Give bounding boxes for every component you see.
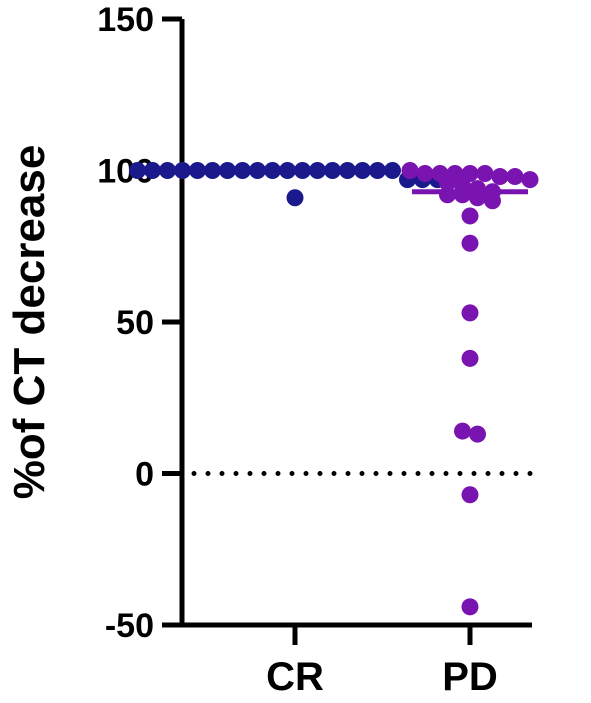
data-point-pd	[454, 186, 471, 204]
data-point-pd	[461, 486, 479, 504]
data-point-pd	[461, 349, 479, 367]
y-axis-label: %of CT decrease	[5, 145, 54, 500]
data-point-pd	[476, 165, 494, 183]
data-point-pd	[416, 165, 434, 183]
data-point-pd	[439, 174, 456, 192]
data-point-pd	[491, 168, 509, 186]
x-tick-label: CR	[266, 655, 324, 699]
x-tick-label: PD	[442, 655, 498, 699]
data-point-cr	[174, 162, 191, 179]
data-point-cr	[369, 162, 386, 179]
data-point-pd	[461, 304, 479, 322]
data-point-pd	[461, 165, 479, 183]
y-tick-label: 50	[116, 304, 154, 342]
data-point-cr	[204, 162, 221, 179]
data-point-pd	[506, 168, 524, 186]
data-point-cr	[189, 162, 206, 179]
data-point-pd	[454, 422, 471, 440]
y-tick-label: 150	[97, 1, 154, 39]
data-point-cr	[354, 162, 371, 179]
data-point-cr	[286, 189, 304, 207]
x-axis: CR PD	[180, 622, 532, 699]
data-point-cr	[144, 162, 161, 179]
data-point-pd	[439, 186, 456, 204]
median-lines	[237, 168, 528, 195]
data-point-cr	[159, 162, 176, 179]
data-point-cr	[129, 162, 146, 179]
data-point-pd	[469, 425, 486, 443]
data-point-pd	[521, 171, 539, 189]
data-point-pd	[484, 192, 501, 210]
data-point-pd	[401, 162, 419, 179]
data-point-pd	[461, 207, 479, 225]
data-point-pd	[461, 234, 479, 252]
data-point-cr	[219, 162, 236, 179]
data-points	[129, 162, 539, 616]
y-tick-label: 0	[135, 456, 154, 494]
y-tick-label: -50	[105, 607, 154, 645]
data-point-pd	[461, 598, 479, 616]
data-point-cr	[384, 162, 401, 179]
